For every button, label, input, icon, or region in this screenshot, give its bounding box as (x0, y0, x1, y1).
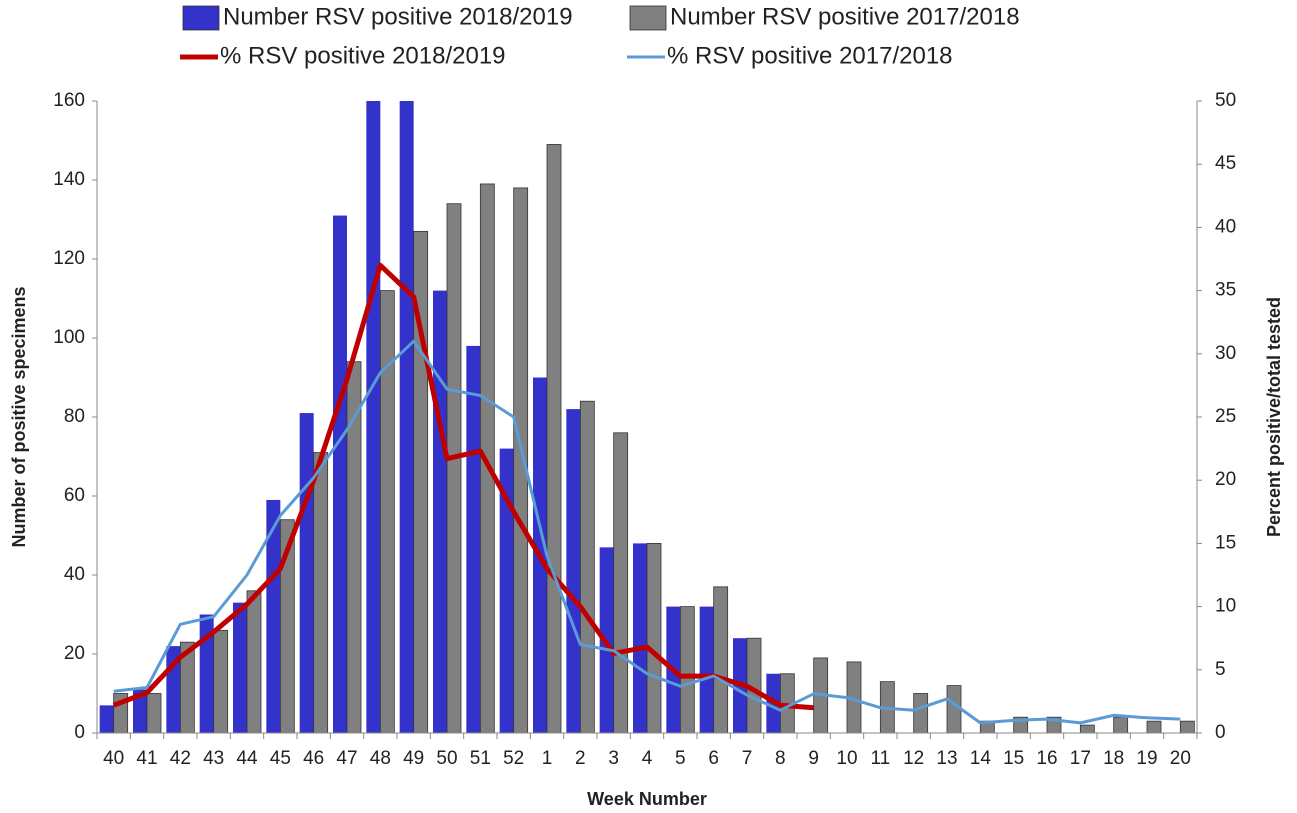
y-tick-label: 160 (53, 90, 85, 111)
x-tick-label: 45 (270, 748, 291, 769)
y2-tick-label: 45 (1215, 153, 1236, 174)
y2-tick-label: 20 (1215, 469, 1236, 490)
bar (499, 448, 514, 733)
x-tick-label: 2 (575, 748, 586, 769)
bar (313, 452, 329, 734)
legend-swatch (182, 5, 220, 31)
x-tick-label: 20 (1170, 748, 1191, 769)
legend-label: % RSV positive 2017/2018 (667, 42, 953, 69)
x-tick-label: 6 (708, 748, 719, 769)
bar (466, 345, 481, 733)
x-tick-label: 17 (1070, 748, 1091, 769)
y2-axis-title: Percent positive/total tested (1264, 297, 1284, 537)
x-tick-label: 1 (542, 748, 553, 769)
bar (99, 705, 114, 733)
bar (333, 215, 347, 734)
x-tick-label: 7 (742, 748, 753, 769)
bar (299, 413, 314, 733)
y-tick-label: 80 (64, 406, 85, 427)
x-tick-label: 44 (236, 748, 258, 769)
bar (546, 144, 562, 734)
x-tick-label: 16 (1036, 748, 1057, 769)
y-tick-label: 0 (74, 722, 85, 743)
bar (913, 693, 929, 734)
x-tick-label: 14 (970, 748, 992, 769)
x-tick-label: 46 (303, 748, 324, 769)
y2-tick-label: 30 (1215, 343, 1236, 364)
legend-label: % RSV positive 2018/2019 (220, 42, 506, 69)
x-tick-label: 52 (503, 748, 524, 769)
x-tick-label: 5 (675, 748, 686, 769)
x-tick-label: 41 (136, 748, 157, 769)
x-tick-label: 18 (1103, 748, 1124, 769)
x-tick-label: 13 (936, 748, 957, 769)
bar (233, 602, 247, 733)
bar (579, 400, 595, 734)
legend-label: Number RSV positive 2017/2018 (670, 3, 1020, 30)
bar (446, 203, 462, 734)
bar (379, 290, 395, 734)
x-tick-label: 11 (870, 748, 890, 769)
x-tick-label: 9 (808, 748, 819, 769)
legend-swatch (629, 5, 667, 31)
x-tick-label: 19 (1136, 748, 1157, 769)
bar (1113, 716, 1129, 734)
bar (699, 606, 714, 733)
bar (366, 101, 381, 733)
x-tick-label: 48 (370, 748, 391, 769)
bar (433, 290, 447, 733)
x-tick-label: 8 (775, 748, 786, 769)
y-tick-label: 140 (53, 169, 85, 190)
x-tick-label: 10 (836, 748, 857, 769)
y2-tick-label: 25 (1215, 406, 1236, 427)
bar (1079, 724, 1095, 734)
bar (646, 543, 662, 734)
x-tick-label: 42 (170, 748, 191, 769)
bar (679, 606, 695, 734)
bar (146, 693, 162, 734)
bar (633, 543, 647, 733)
y2-tick-label: 0 (1215, 722, 1226, 743)
y2-tick-label: 10 (1215, 596, 1236, 617)
x-tick-label: 47 (336, 748, 357, 769)
bar (266, 499, 281, 733)
y-tick-label: 100 (53, 327, 85, 348)
x-axis-title: Week Number (587, 789, 707, 809)
x-tick-label: 12 (903, 748, 924, 769)
bar (1179, 720, 1195, 734)
x-tick-label: 40 (103, 748, 124, 769)
y2-tick-label: 50 (1215, 90, 1236, 111)
bar (199, 614, 214, 733)
x-tick-label: 4 (642, 748, 653, 769)
line (112, 262, 814, 711)
bar (399, 101, 414, 733)
y2-tick-label: 40 (1215, 216, 1236, 237)
legend-label: Number RSV positive 2018/2019 (223, 3, 573, 30)
bar (246, 590, 262, 734)
bar (613, 432, 629, 734)
y2-tick-label: 15 (1215, 532, 1236, 553)
x-tick-label: 43 (203, 748, 224, 769)
bar (213, 629, 229, 734)
x-tick-label: 50 (436, 748, 457, 769)
y2-tick-label: 5 (1215, 659, 1226, 680)
bar (133, 689, 147, 733)
y-axis-title: Number of positive specimens (9, 286, 29, 547)
x-tick-label: 15 (1003, 748, 1024, 769)
line (113, 339, 1181, 725)
y-tick-label: 60 (64, 485, 85, 506)
x-tick-label: 51 (470, 748, 491, 769)
bar (713, 586, 729, 734)
y-tick-label: 120 (53, 248, 85, 269)
bar (566, 409, 581, 733)
bar (1146, 720, 1162, 734)
x-tick-label: 3 (608, 748, 619, 769)
y2-tick-label: 35 (1215, 280, 1236, 301)
y-tick-label: 40 (64, 564, 85, 585)
y-tick-label: 20 (64, 643, 85, 664)
x-tick-label: 49 (403, 748, 424, 769)
